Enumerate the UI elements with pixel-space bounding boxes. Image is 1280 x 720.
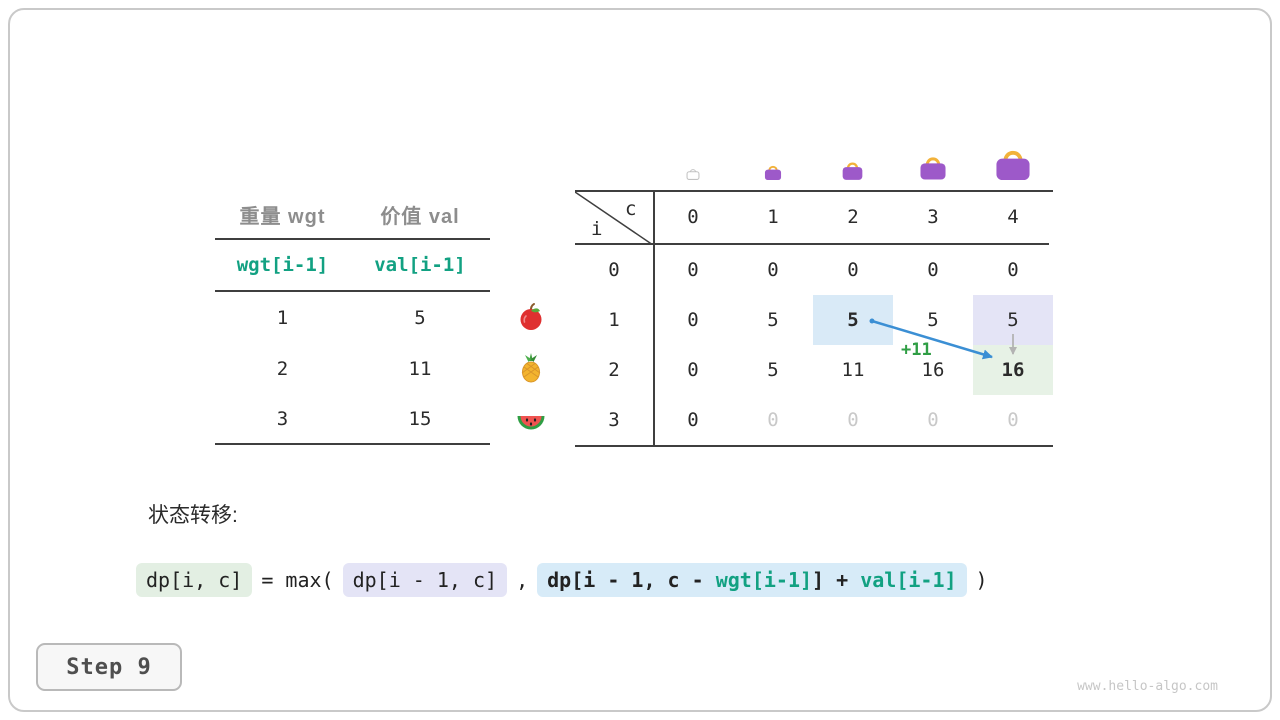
formula-dp-skip-item: dp[i - 1, c] (342, 563, 508, 597)
dp-cell-0-4: 0 (1007, 259, 1019, 281)
col-header-4: 4 (1007, 206, 1019, 228)
dp-row-1: 1 0 5 5 5 5 (575, 295, 1053, 345)
dp-cell-0-2: 0 (847, 259, 859, 281)
item-row-3: 3 15 (215, 394, 490, 445)
dp-row-3: 3 0 0 0 0 0 (575, 395, 1053, 445)
formula-operator-max: = max( (261, 568, 334, 592)
col-header-3: 3 (927, 206, 939, 228)
apple-icon (516, 302, 546, 332)
bag-icon-1 (763, 163, 783, 181)
dp-cell-0-3: 0 (927, 259, 939, 281)
val-formula-label: val[i-1] (374, 254, 466, 276)
dp-cell-2-0: 0 (687, 359, 699, 381)
formula-close-paren: ) (975, 568, 988, 592)
row-label-0: 0 (608, 259, 620, 281)
item-3-value: 15 (408, 407, 432, 430)
dp-body: 0 0 0 0 0 0 1 0 5 5 5 5 2 0 5 11 16 (575, 245, 1053, 445)
item-table-header: 重量 wgt 价值 val (215, 190, 490, 240)
formula-dp-take-item: dp[i - 1, c - wgt[i-1]] + val[i-1] (537, 563, 967, 597)
item-1-weight: 1 (276, 306, 289, 329)
item-3-weight: 3 (276, 407, 289, 430)
state-transition-formula: dp[i, c] = max( dp[i - 1, c] , dp[i - 1,… (136, 563, 988, 597)
formula-dp-current: dp[i, c] (136, 563, 253, 597)
item-1-value: 5 (414, 306, 426, 329)
formula-take-wgt: wgt[i-1] (715, 568, 813, 592)
dp-cell-2-1: 5 (767, 359, 779, 381)
wgt-column-header: 重量 wgt (239, 205, 326, 228)
val-column-header: 价值 val (380, 205, 460, 228)
dp-cell-1-0: 0 (687, 309, 699, 331)
dp-cell-0-0: 0 (687, 259, 699, 281)
dp-cell-1-3: 5 (927, 309, 939, 331)
dp-cell-2-4-highlight-result: 16 (973, 345, 1053, 395)
bag-icon-3 (917, 153, 949, 181)
formula-comma: , (516, 568, 529, 592)
bag-icon-4 (992, 145, 1034, 182)
item-table-formula-row: wgt[i-1] val[i-1] (215, 240, 490, 292)
dp-cell-1-1: 5 (767, 309, 779, 331)
dp-cell-3-4: 0 (1007, 409, 1019, 431)
table-header-rule (575, 243, 1049, 245)
pineapple-icon (516, 353, 546, 383)
row-label-2: 2 (608, 359, 620, 381)
dp-cell-3-1: 0 (767, 409, 779, 431)
dp-cell-1-2-highlight-source: 5 (813, 295, 893, 345)
col-header-0: 0 (687, 206, 699, 228)
dp-row-2: 2 0 5 11 16 16 (575, 345, 1053, 395)
dp-cell-3-3: 0 (927, 409, 939, 431)
empty-bag-outline-icon (686, 166, 700, 181)
item-2-weight: 2 (276, 357, 289, 380)
col-header-1: 1 (767, 206, 779, 228)
watermark-url: www.hello-algo.com (1077, 679, 1218, 694)
formula-take-mid: ] + (812, 568, 861, 592)
dp-cell-1-4-highlight-skip: 5 (973, 295, 1053, 345)
col-header-2: 2 (847, 206, 859, 228)
formula-take-val: val[i-1] (860, 568, 957, 592)
item-row-2: 2 11 (215, 343, 490, 394)
dp-row-0: 0 0 0 0 0 0 (575, 245, 1053, 295)
dp-cell-3-2: 0 (847, 409, 859, 431)
row-label-3: 3 (608, 409, 620, 431)
item-row-1: 1 5 (215, 292, 490, 343)
step-badge: Step 9 (36, 643, 182, 691)
dp-table: c i 0 1 2 3 4 0 0 0 0 0 0 1 0 5 5 (575, 190, 1053, 447)
row-label-1: 1 (608, 309, 620, 331)
formula-take-prefix: dp[i - 1, c - (547, 568, 716, 592)
corner-label-i: i (591, 218, 603, 240)
table-vertical-rule (653, 192, 655, 445)
watermelon-icon (516, 405, 546, 435)
item-table: 重量 wgt 价值 val wgt[i-1] val[i-1] 1 5 2 11… (215, 190, 490, 445)
corner-label-c: c (625, 198, 637, 220)
dp-cell-2-2: 11 (841, 359, 865, 381)
dp-column-headers: 0 1 2 3 4 (653, 192, 1053, 243)
item-2-value: 11 (408, 357, 432, 380)
dp-cell-3-0: 0 (687, 409, 699, 431)
dp-cell-2-3: 16 (921, 359, 945, 381)
corner-diagonal-line (575, 192, 653, 245)
wgt-formula-label: wgt[i-1] (236, 254, 329, 276)
bag-icon-2 (840, 159, 865, 181)
transition-title: 状态转移: (148, 504, 238, 527)
dp-cell-0-1: 0 (767, 259, 779, 281)
annotation-plus-value: +11 (901, 340, 932, 360)
